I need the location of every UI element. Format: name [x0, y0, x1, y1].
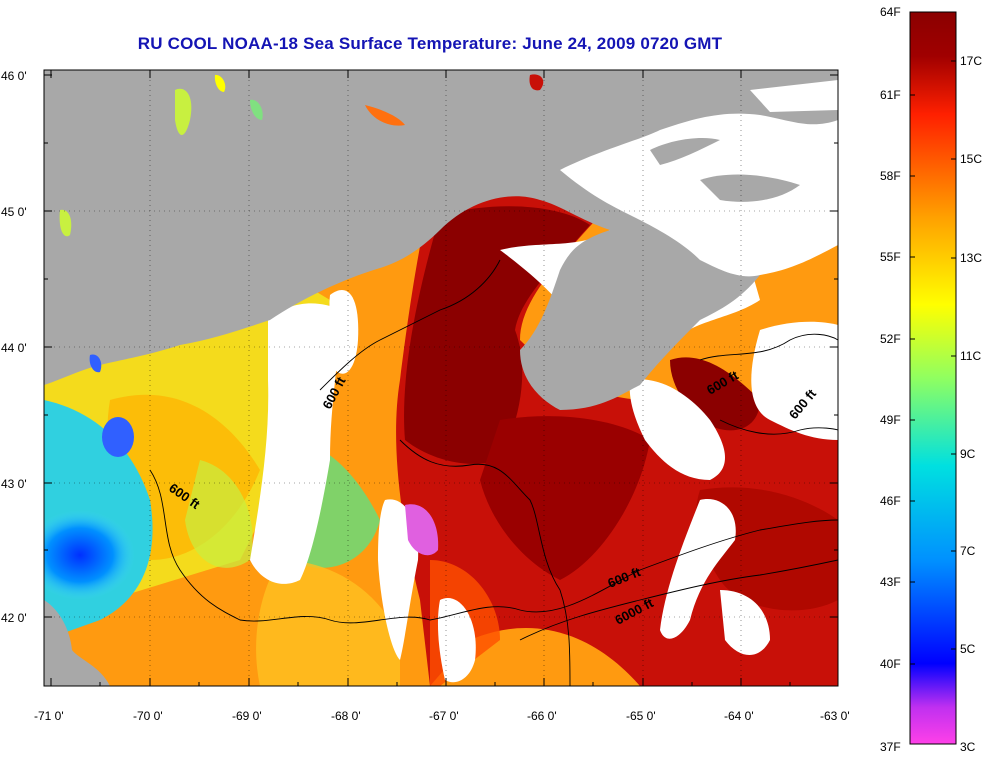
fahrenheit-label: 43F: [880, 575, 901, 589]
sst-cold-spot: [102, 417, 134, 457]
map-title: RU COOL NOAA-18 Sea Surface Temperature:…: [137, 34, 723, 53]
colorbar: 64F 61F 58F 55F 52F 49F 46F 43F 40F 37F …: [880, 5, 982, 754]
bathymetry-contours: [149, 259, 838, 686]
colorbar-fahrenheit-labels: 64F 61F 58F 55F 52F 49F 46F 43F 40F 37F: [880, 5, 901, 754]
fahrenheit-label: 37F: [880, 740, 901, 754]
fahrenheit-label: 49F: [880, 413, 901, 427]
celsius-label: 15C: [960, 152, 982, 166]
fahrenheit-label: 46F: [880, 494, 901, 508]
sst-cold-pool: [44, 510, 135, 600]
fahrenheit-label: 64F: [880, 5, 901, 19]
celsius-label: 9C: [960, 447, 976, 461]
colorbar-celsius-labels: 17C 15C 13C 11C 9C 7C 5C 3C: [960, 54, 982, 754]
celsius-label: 7C: [960, 544, 976, 558]
colorbar-gradient: [909, 11, 957, 745]
celsius-label: 3C: [960, 740, 976, 754]
tick-marks: [44, 70, 838, 686]
cloud-cover: [250, 303, 340, 584]
lon-label: -70 0': [133, 709, 163, 723]
lat-label: 42 0': [1, 611, 27, 625]
lon-label: -69 0': [232, 709, 262, 723]
lat-label: 45 0': [1, 205, 27, 219]
fahrenheit-label: 55F: [880, 250, 901, 264]
lon-label: -66 0': [527, 709, 557, 723]
latitude-labels: 46 0' 45 0' 44 0' 43 0' 42 0': [1, 69, 27, 625]
fahrenheit-label: 40F: [880, 657, 901, 671]
land-cape: [44, 600, 110, 686]
celsius-label: 17C: [960, 54, 982, 68]
celsius-label: 13C: [960, 251, 982, 265]
lon-label: -71 0': [34, 709, 64, 723]
fahrenheit-label: 61F: [880, 88, 901, 102]
lon-label: -63 0': [820, 709, 850, 723]
lat-label: 46 0': [1, 69, 27, 83]
inland-cloud: [560, 113, 838, 277]
celsius-label: 5C: [960, 642, 976, 656]
map-body: [44, 70, 838, 686]
lat-label: 44 0': [1, 341, 27, 355]
fahrenheit-label: 52F: [880, 332, 901, 346]
fahrenheit-label: 58F: [880, 169, 901, 183]
lon-label: -64 0': [724, 709, 754, 723]
longitude-labels: -71 0' -70 0' -69 0' -68 0' -67 0' -66 0…: [34, 709, 850, 723]
lat-label: 43 0': [1, 477, 27, 491]
lon-label: -67 0': [429, 709, 459, 723]
celsius-label: 11C: [960, 349, 981, 363]
map-frame: [43, 69, 839, 687]
lon-label: -68 0': [331, 709, 361, 723]
lon-label: -65 0': [626, 709, 656, 723]
